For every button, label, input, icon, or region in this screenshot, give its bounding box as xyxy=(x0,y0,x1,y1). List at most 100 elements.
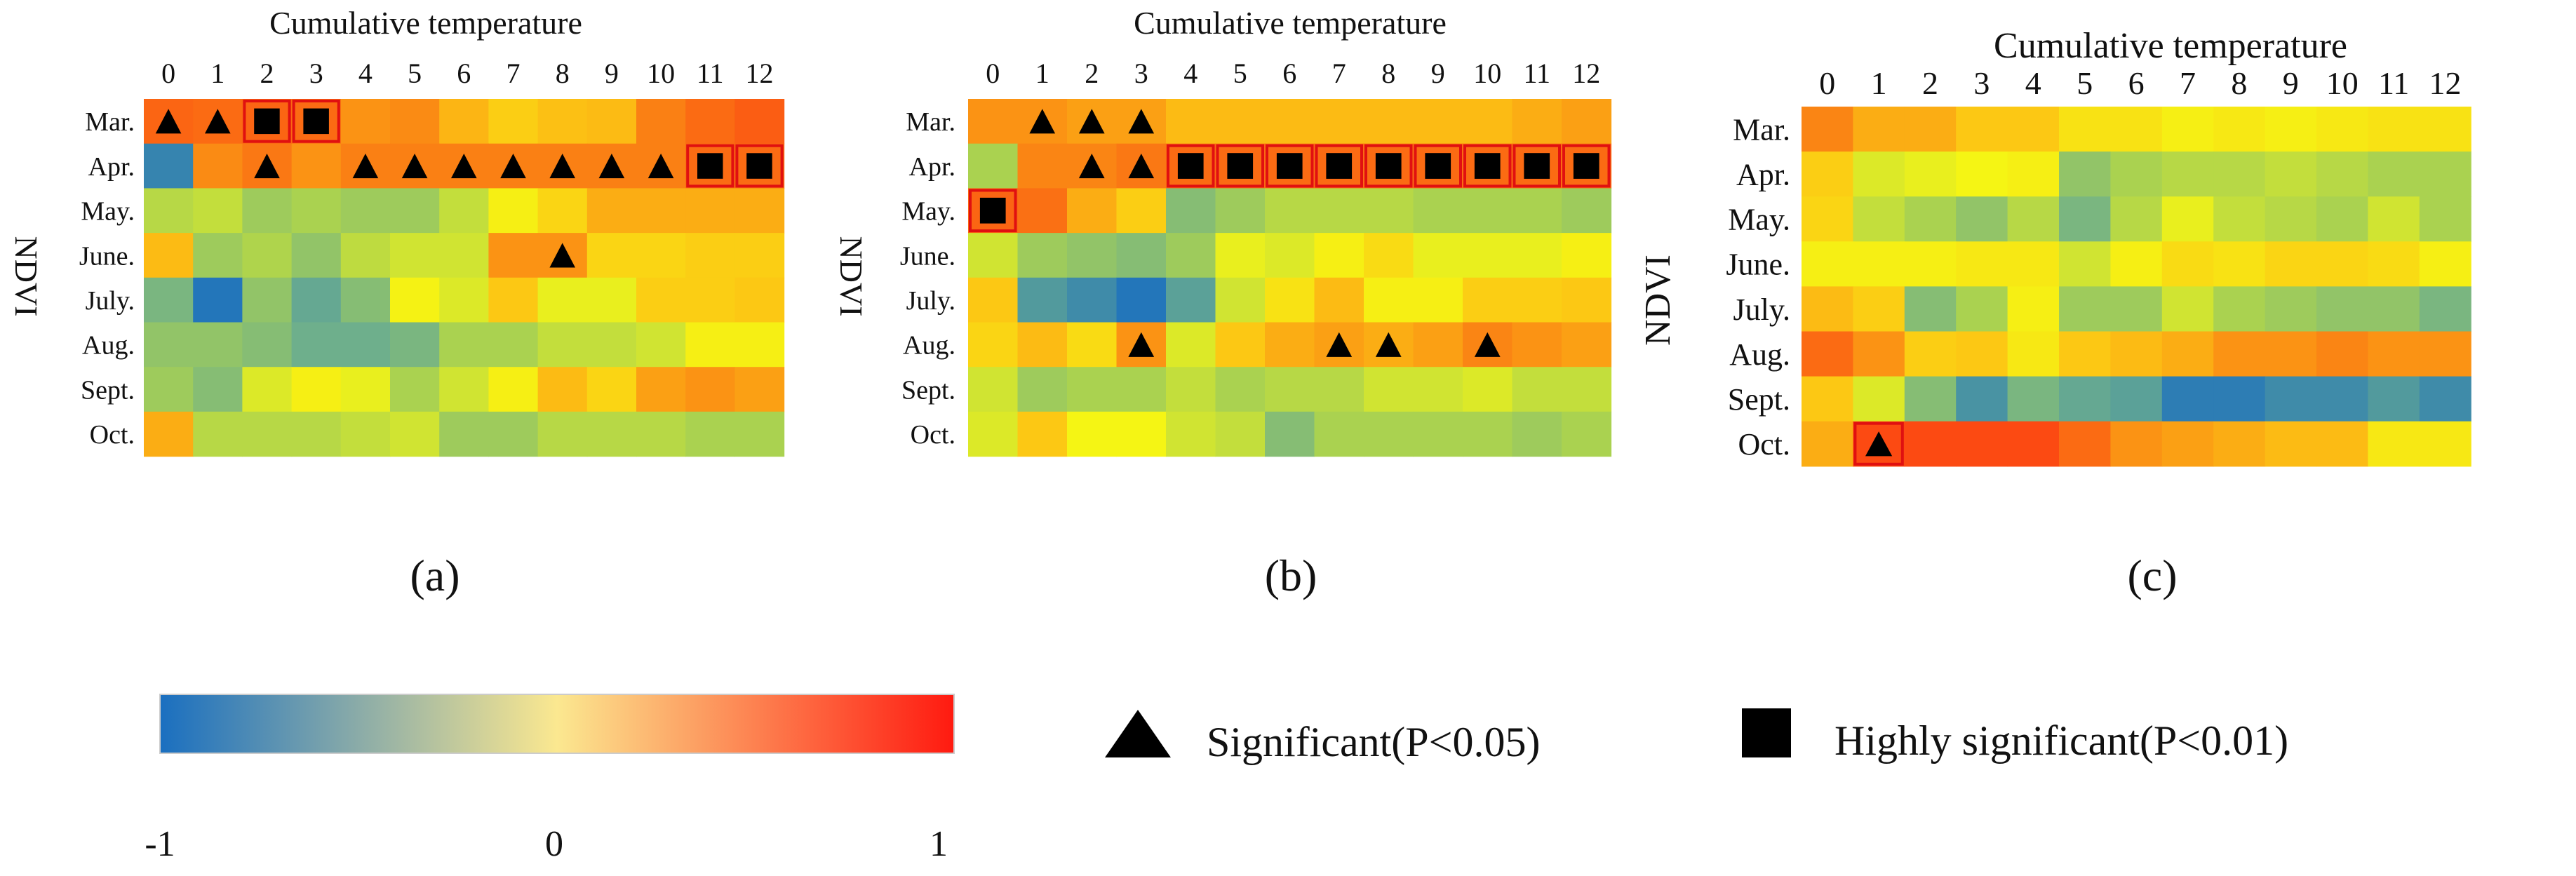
heatmap-cell xyxy=(340,367,391,412)
heatmap-cell xyxy=(439,188,489,234)
y-tick-label: July. xyxy=(1733,292,1791,327)
panel-c-title: Cumulative temperature xyxy=(1994,26,2347,66)
heatmap-cell xyxy=(488,277,539,323)
heatmap-cell xyxy=(2161,286,2214,332)
heatmap-cell xyxy=(291,322,342,368)
heatmap-cell xyxy=(1265,188,1315,234)
heatmap-cell xyxy=(2213,331,2266,377)
heatmap-cell xyxy=(1463,367,1513,412)
panel-a-ylabel: NDVI xyxy=(8,236,44,317)
significance-cell-border xyxy=(1216,144,1264,188)
heatmap-cell xyxy=(1512,367,1562,412)
significance-cell-border xyxy=(969,189,1017,233)
heatmap-cell xyxy=(1364,99,1414,144)
heatmap-cell xyxy=(1067,367,1118,412)
heatmap-cell xyxy=(2059,421,2111,467)
heatmap-cell xyxy=(193,233,243,278)
heatmap-cell xyxy=(390,367,440,412)
heatmap-cell xyxy=(439,367,489,412)
heatmap-cell xyxy=(1215,411,1266,457)
significance-cell-border xyxy=(1853,422,1904,466)
heatmap-cell xyxy=(488,411,539,457)
highly-significant-marker xyxy=(697,153,723,179)
heatmap-cell xyxy=(193,143,243,189)
heatmap-cell xyxy=(1413,277,1463,323)
heatmap-cell xyxy=(2213,286,2266,332)
y-tick-label: Oct. xyxy=(90,420,135,450)
x-tick-label: 7 xyxy=(1332,58,1346,89)
y-tick-label: Sept. xyxy=(81,375,135,405)
heatmap-cell xyxy=(2419,376,2471,422)
heatmap-cell xyxy=(439,99,489,144)
significant-marker xyxy=(254,154,280,179)
heatmap-cell xyxy=(291,411,342,457)
heatmap-cell xyxy=(1463,411,1513,457)
significant-marker xyxy=(500,154,526,179)
panel-b-title: Cumulative temperature xyxy=(1134,5,1447,41)
significance-cell-border xyxy=(1512,144,1561,188)
heatmap-cell xyxy=(2110,331,2163,377)
y-tick-label: Apr. xyxy=(909,152,956,182)
heatmap-cell xyxy=(1802,196,1853,242)
heatmap-panel-c: 0 1 2 3 4 5 6 7 8 9 10 11 12Mar.Apr.May.June.July.Au… xyxy=(1726,65,2471,467)
heatmap-cell xyxy=(2265,421,2317,467)
heatmap-cell xyxy=(636,322,686,368)
heatmap-cell xyxy=(1956,376,2008,422)
heatmap-cell xyxy=(144,277,194,323)
x-tick-label: 4 xyxy=(1183,58,1198,89)
heatmap-cell xyxy=(439,322,489,368)
heatmap-cell xyxy=(1463,277,1513,323)
significant-marker xyxy=(1865,431,1893,457)
significant-marker xyxy=(205,109,231,134)
heatmap-cell xyxy=(1956,421,2008,467)
heatmap-cell xyxy=(2059,331,2111,377)
heatmap-cell xyxy=(1562,322,1612,368)
heatmap-cell xyxy=(291,233,342,278)
highly-significant-marker xyxy=(1276,153,1303,179)
heatmap-cell xyxy=(2007,331,2060,377)
heatmap-cell xyxy=(2265,331,2317,377)
y-tick-label: May. xyxy=(901,197,955,227)
heatmap-cell xyxy=(1413,233,1463,278)
heatmap-cell xyxy=(1802,241,1853,287)
heatmap-cell xyxy=(734,233,785,278)
heatmap-cell xyxy=(2419,196,2471,242)
heatmap-cell xyxy=(968,411,1019,457)
heatmap-cell xyxy=(1562,188,1612,234)
heatmap-cell xyxy=(1116,188,1167,234)
heatmap-cell xyxy=(2110,241,2163,287)
heatmap-cell xyxy=(1017,233,1068,278)
heatmap-cell xyxy=(1215,233,1266,278)
heatmap-cell xyxy=(1853,376,1905,422)
heatmap-cell xyxy=(1413,188,1463,234)
heatmap-cell xyxy=(1562,233,1612,278)
heatmap-cell xyxy=(2316,421,2368,467)
y-tick-label: June. xyxy=(900,241,955,271)
heatmap-cell xyxy=(2368,286,2420,332)
heatmap-cell xyxy=(2213,107,2266,152)
heatmap-cell xyxy=(2161,331,2214,377)
heatmap-cell xyxy=(685,367,735,412)
y-tick-label: June. xyxy=(1726,248,1790,282)
heatmap-cell xyxy=(1562,99,1612,144)
x-tick-label: 1 xyxy=(1035,58,1049,89)
heatmap-cell xyxy=(1017,322,1068,368)
significance-cell-border xyxy=(1315,144,1363,188)
heatmap-cell xyxy=(1904,331,1957,377)
y-tick-label: May. xyxy=(1728,203,1790,237)
heatmap-cell xyxy=(1017,188,1068,234)
heatmap-cell xyxy=(1116,277,1167,323)
heatmap-cell xyxy=(390,233,440,278)
y-tick-label: May. xyxy=(81,197,135,227)
heatmap-cell xyxy=(2368,331,2420,377)
heatmap-cell xyxy=(2059,241,2111,287)
colorbar-tick-mid: 0 xyxy=(545,824,563,864)
heatmap-cell xyxy=(2316,107,2368,152)
heatmap-cell xyxy=(2161,196,2214,242)
heatmap-cell xyxy=(2265,196,2317,242)
heatmap-cell xyxy=(1562,277,1612,323)
heatmap-cell xyxy=(1904,376,1957,422)
colorbar-tick-max: 1 xyxy=(930,824,948,864)
highly-significant-marker xyxy=(1573,153,1599,179)
highly-significant-marker xyxy=(1227,153,1254,179)
